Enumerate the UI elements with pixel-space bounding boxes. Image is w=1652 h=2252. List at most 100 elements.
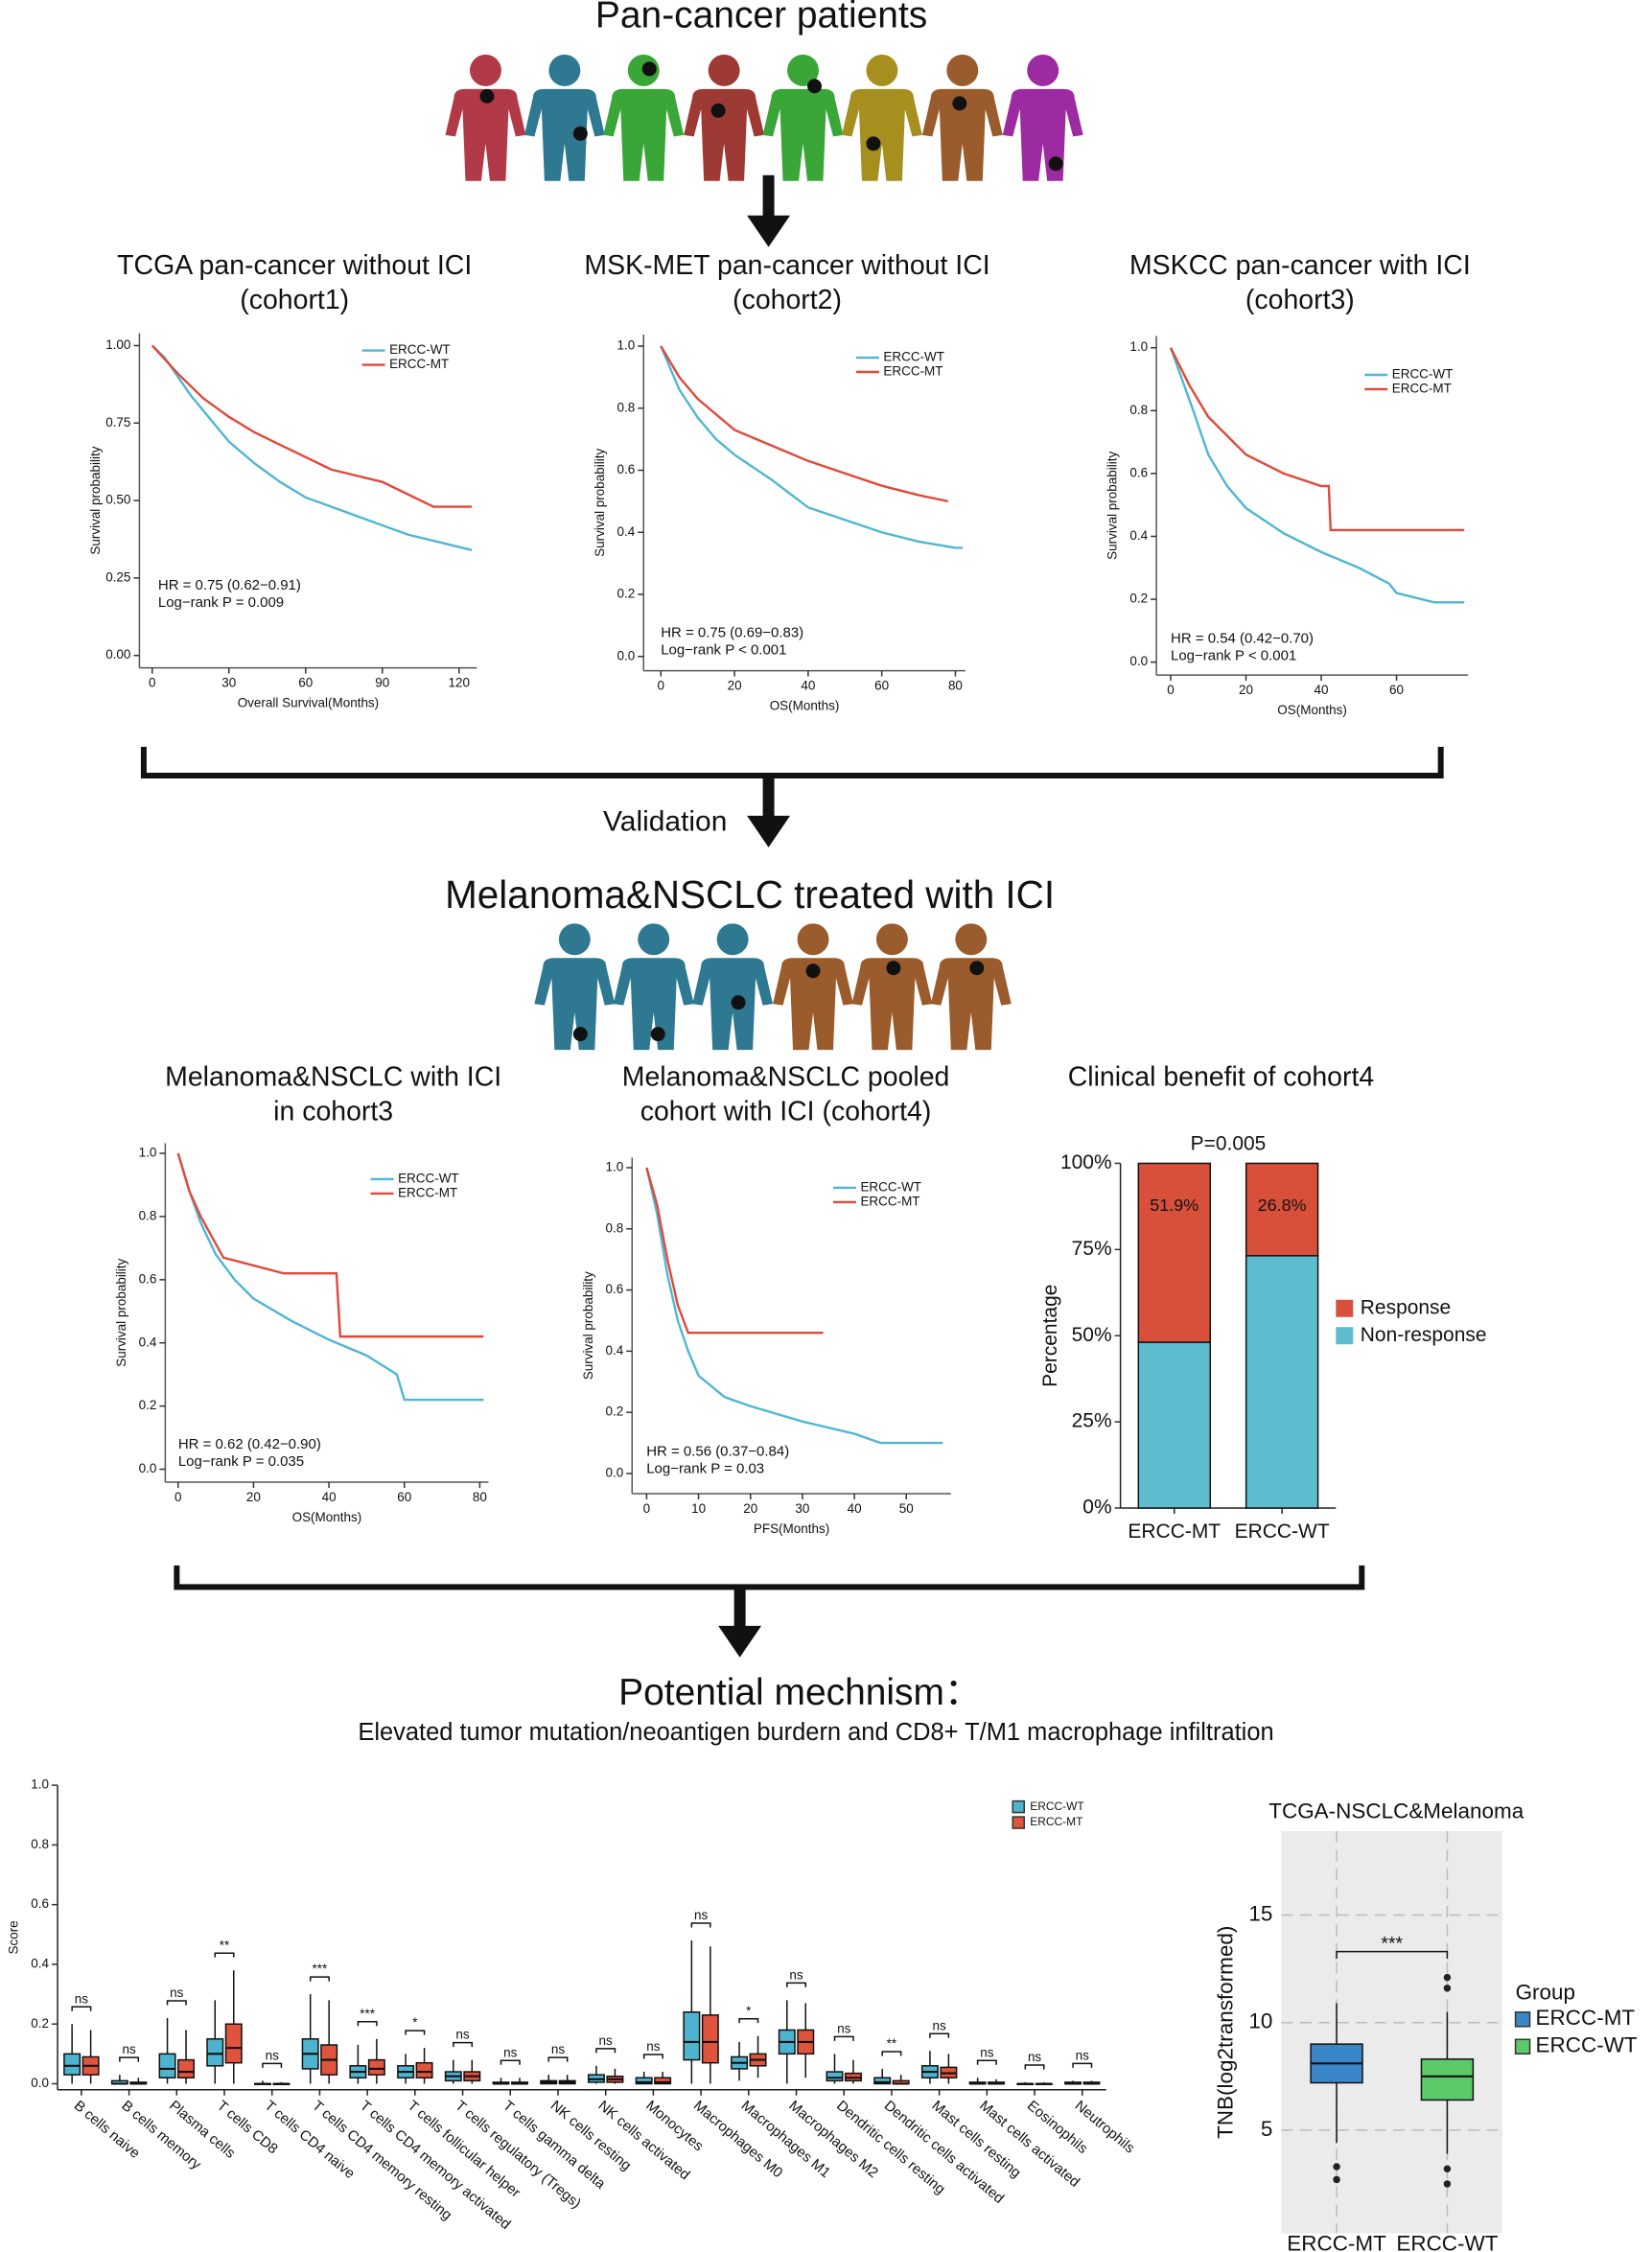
tumor-dot <box>886 961 901 976</box>
annotation: HR = 0.62 (0.42−0.90) <box>178 1436 321 1452</box>
chart-title: MSK-MET pan-cancer without ICI <box>584 250 989 281</box>
tumor-dot <box>731 995 746 1010</box>
tumor-dot <box>1048 156 1063 172</box>
y-tick-label: 15 <box>1248 1901 1272 1925</box>
x-tick-label: 0 <box>175 1490 182 1504</box>
box <box>1420 2058 1475 2101</box>
box <box>224 2023 243 2064</box>
significance-bracket <box>976 2059 997 2065</box>
significance-label: ns <box>455 2028 469 2042</box>
significance-bracket <box>690 1922 711 1928</box>
y-axis-label: Score <box>7 1920 21 1954</box>
chart-title: (cohort1) <box>240 285 349 315</box>
tumor-dot <box>866 136 881 151</box>
legend-swatch <box>1514 2038 1531 2055</box>
annotation: Log−rank P = 0.009 <box>158 594 284 611</box>
significance-bracket <box>929 2032 950 2038</box>
significance-label: *** <box>1381 1933 1403 1954</box>
x-tick-label: 20 <box>743 1501 757 1516</box>
x-tick-label: 40 <box>322 1490 337 1504</box>
significance-bracket <box>262 2062 283 2068</box>
tumor-dot <box>710 103 726 118</box>
survival-curve <box>1169 347 1465 604</box>
significance-label: ns <box>980 2045 993 2059</box>
x-tick-label: B cells memory <box>118 2098 204 2173</box>
legend-label: ERCC-MT <box>389 357 449 371</box>
box <box>158 2053 176 2079</box>
legend-label: ERCC-WT <box>1030 1799 1084 1813</box>
box <box>63 2053 81 2076</box>
legend-swatch <box>1012 1799 1025 1814</box>
annotation: HR = 0.75 (0.69−0.83) <box>661 625 803 641</box>
significance-bracket <box>119 2056 140 2062</box>
significance-bracket <box>881 2051 902 2056</box>
significance-bracket <box>786 1982 807 1987</box>
y-tick-label: 1.00 <box>105 337 130 352</box>
tumor-dot <box>805 963 821 979</box>
tumor-dot <box>572 1027 588 1042</box>
person-icon <box>851 923 933 1051</box>
chart-title: (cohort3) <box>1245 285 1355 315</box>
x-tick-label: 120 <box>449 676 470 690</box>
y-tick-label: 0.0 <box>617 648 636 662</box>
annotation: Log−rank P < 0.001 <box>661 642 786 659</box>
significance-label: ns <box>266 2048 279 2062</box>
box <box>654 2077 672 2085</box>
y-tick-label: 1.0 <box>1129 339 1148 354</box>
x-axis-label: OS(Months) <box>1277 703 1347 717</box>
significance-bracket <box>405 2030 426 2035</box>
y-tick-label: 0% <box>1082 1497 1111 1519</box>
y-tick-label: 0.8 <box>31 1837 49 1851</box>
x-tick-label: 40 <box>848 1501 862 1516</box>
y-tick-label: 0.8 <box>139 1208 157 1222</box>
x-tick-label: ERCC-WT <box>1235 1521 1330 1543</box>
significance-bracket <box>738 2017 759 2024</box>
x-axis-label: OS(Months) <box>292 1510 362 1524</box>
significance-label: ns <box>933 2018 946 2032</box>
significance-bracket <box>71 2006 92 2011</box>
chart-title: (cohort2) <box>733 285 842 315</box>
y-tick-label: 0.2 <box>617 587 636 601</box>
y-tick-label: 0.75 <box>105 415 130 430</box>
legend-label: ERCC-MT <box>398 1185 457 1199</box>
y-tick-label: 1.0 <box>139 1146 157 1160</box>
person-icon <box>762 54 844 181</box>
significance-label: ns <box>1076 2048 1089 2062</box>
y-tick-label: 75% <box>1072 1238 1112 1260</box>
y-tick-label: 0.6 <box>617 462 636 476</box>
x-tick-label: 10 <box>691 1501 706 1516</box>
y-tick-label: 0.6 <box>606 1282 624 1296</box>
survival-curve <box>660 345 949 503</box>
heading: Pan-cancer patients <box>595 0 927 35</box>
significance-bracket <box>357 2021 378 2027</box>
tumor-dot <box>650 1027 665 1042</box>
y-tick-label: 0.2 <box>1129 592 1148 606</box>
heading: Melanoma&NSCLC treated with ICI <box>445 872 1055 917</box>
person-icon <box>1002 54 1083 181</box>
y-tick-label: 0.0 <box>606 1466 624 1480</box>
x-tick-label: 50 <box>899 1501 914 1516</box>
y-tick-label: 25% <box>1072 1410 1112 1432</box>
survival-curve <box>645 1167 943 1445</box>
person-icon <box>773 923 853 1051</box>
y-tick-label: 100% <box>1060 1151 1112 1173</box>
outlier <box>1333 2163 1340 2171</box>
significance-label: * <box>746 2004 752 2018</box>
legend-label: ERCC-WT <box>860 1179 921 1194</box>
y-tick-label: 1.0 <box>617 338 636 353</box>
tumor-dot <box>807 79 823 94</box>
tumor-dot <box>572 126 588 141</box>
data-label: 26.8% <box>1258 1196 1307 1215</box>
y-tick-label: 50% <box>1072 1324 1112 1346</box>
legend-label: ERCC-MT <box>1392 382 1452 396</box>
significance-bracket <box>642 2054 663 2059</box>
significance-label: ns <box>551 2042 565 2056</box>
y-tick-label: 0.6 <box>139 1271 157 1286</box>
x-axis-label: OS(Months) <box>770 699 840 713</box>
chart-title: Clinical benefit of cohort4 <box>1068 1062 1375 1093</box>
arrow <box>747 174 791 247</box>
arrow-head <box>747 815 791 847</box>
x-tick-label: 0 <box>643 1501 651 1516</box>
person-icon <box>921 54 1003 181</box>
